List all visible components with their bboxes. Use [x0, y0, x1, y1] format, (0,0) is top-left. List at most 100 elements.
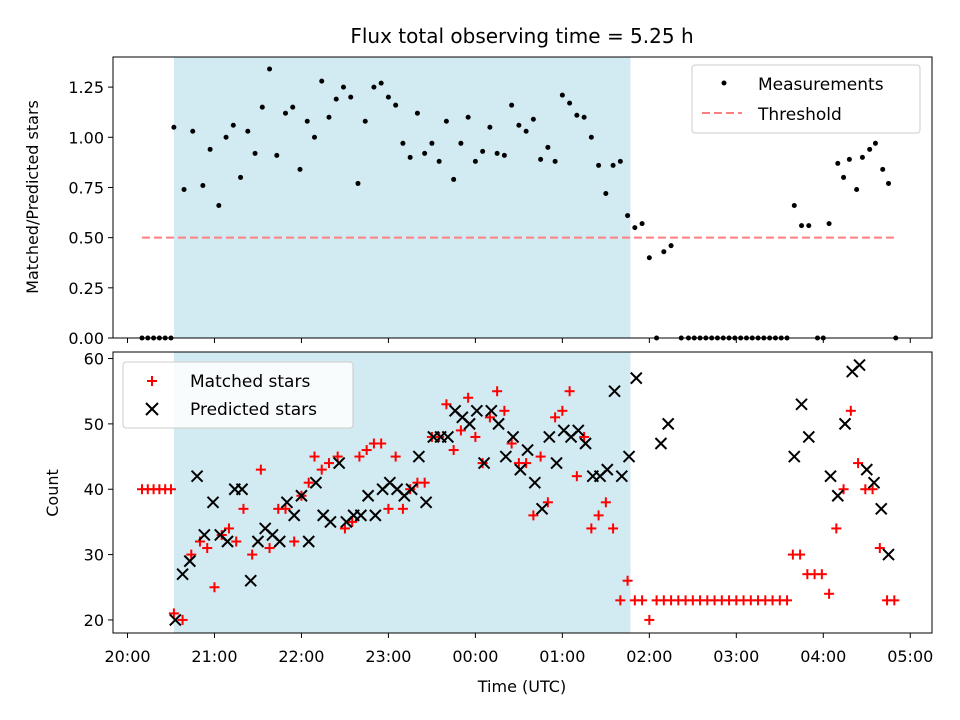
x-tick-label: 22:00 [278, 647, 324, 666]
matched-star-point [622, 575, 633, 586]
measurement-point [523, 128, 529, 134]
predicted-star-point [838, 417, 852, 431]
x-axis-label: Time (UTC) [477, 677, 566, 696]
chart-title: Flux total observing time = 5.25 h [350, 24, 693, 48]
predicted-star-point [882, 548, 895, 561]
x-tick-label: 04:00 [800, 647, 846, 666]
matched-star-point [448, 445, 459, 456]
y-tick-label: 0.00 [68, 329, 104, 348]
matched-star-point [397, 503, 408, 514]
matched-star-point [579, 431, 590, 442]
measurement-point [245, 128, 251, 134]
predicted-star-point [441, 430, 455, 444]
measurement-point [480, 148, 486, 154]
measurement-point [451, 176, 457, 182]
predicted-star-point [521, 443, 534, 457]
y-tick-label: 30 [84, 546, 104, 565]
legend-measurements-label: Measurements [758, 75, 884, 95]
matched-star-point [323, 458, 334, 469]
x-tick-label: 03:00 [713, 647, 759, 666]
measurement-point [603, 190, 609, 196]
matched-star-point [528, 510, 539, 521]
measurement-point [791, 203, 797, 209]
y-tick-label: 60 [84, 350, 104, 369]
predicted-star-point [630, 371, 643, 385]
top-y-ticks: 0.00 0.25 0.50 0.75 1.00 1.25 [68, 78, 113, 348]
matched-star-point [405, 484, 416, 495]
measurement-point [886, 180, 892, 186]
legend-threshold-label: Threshold [757, 105, 842, 125]
bottom-legend-box [122, 361, 354, 429]
measurement-point [646, 255, 652, 261]
measurement-point [567, 100, 573, 106]
measurement-point [458, 140, 464, 146]
measurement-point [581, 114, 587, 120]
measurement-point [190, 128, 196, 134]
top-y-axis-label: Matched/Predicted stars [23, 100, 42, 294]
measurement-point [588, 134, 594, 140]
measurement-point [501, 152, 507, 158]
predicted-star-point [361, 489, 375, 502]
predicted-star-point [824, 469, 837, 483]
y-tick-label: 1.25 [68, 78, 104, 97]
predicted-star-point [802, 430, 815, 444]
matched-star-point [177, 614, 188, 625]
legend-measurements-marker [721, 80, 727, 86]
matched-star-point [347, 516, 358, 527]
measurement-point [207, 146, 213, 152]
matched-star-point [542, 497, 553, 508]
measurement-point [267, 66, 273, 72]
x-tick-label: 20:00 [104, 647, 150, 666]
bottom-axes-frame [112, 351, 933, 634]
measurement-point [559, 92, 565, 98]
x-tick-label: 05:00 [887, 647, 933, 666]
predicted-star-point [477, 456, 491, 470]
measurement-point [259, 104, 265, 110]
predicted-star-point [332, 456, 346, 470]
predicted-star-point [405, 483, 418, 496]
y-tick-label: 1.00 [68, 128, 104, 147]
measurement-point [414, 110, 420, 116]
matched-star-point [615, 595, 626, 606]
measurement-point [826, 221, 832, 227]
predicted-star-point [499, 450, 513, 463]
measurement-point [304, 118, 310, 124]
matched-star-point [361, 445, 372, 456]
matched-star-point [874, 543, 885, 554]
measurement-point [538, 156, 544, 162]
matched-star-point [867, 484, 878, 495]
measurement-point [668, 243, 674, 249]
matched-star-point [644, 614, 655, 625]
predicted-star-point [302, 535, 315, 548]
matched-star-point [535, 451, 546, 462]
matched-star-point [571, 471, 582, 482]
matched-star-point [264, 543, 275, 554]
bottom-y-ticks: 20 30 40 50 60 [84, 350, 113, 630]
measurement-point [472, 158, 478, 164]
measurement-point [252, 150, 258, 156]
measurement-point [297, 166, 303, 172]
top-legend-box [691, 64, 921, 134]
matched-star-point [637, 595, 648, 606]
x-tick-label: 02:00 [626, 647, 672, 666]
predicted-star-point [244, 574, 257, 587]
predicted-star-point [550, 456, 563, 470]
x-tick-label: 23:00 [365, 647, 411, 666]
predicted-star-point [492, 417, 505, 431]
y-tick-label: 0.50 [68, 229, 104, 248]
measurement-point [487, 124, 493, 130]
matched-star-point [209, 582, 220, 593]
predicted-star-point [295, 489, 308, 502]
measurement-point [422, 150, 428, 156]
measurement-point [867, 146, 873, 152]
matched-star-point [434, 431, 445, 442]
predicted-star-point [206, 496, 220, 509]
matched-star-point [390, 451, 401, 462]
predicted-star-point [615, 469, 629, 483]
matched-star-point [316, 464, 327, 475]
matched-star-point [354, 451, 365, 462]
matched-star-point [247, 549, 258, 560]
matched-star-point [376, 438, 387, 449]
matched-star-point [186, 549, 197, 560]
measurement-point [841, 174, 847, 180]
